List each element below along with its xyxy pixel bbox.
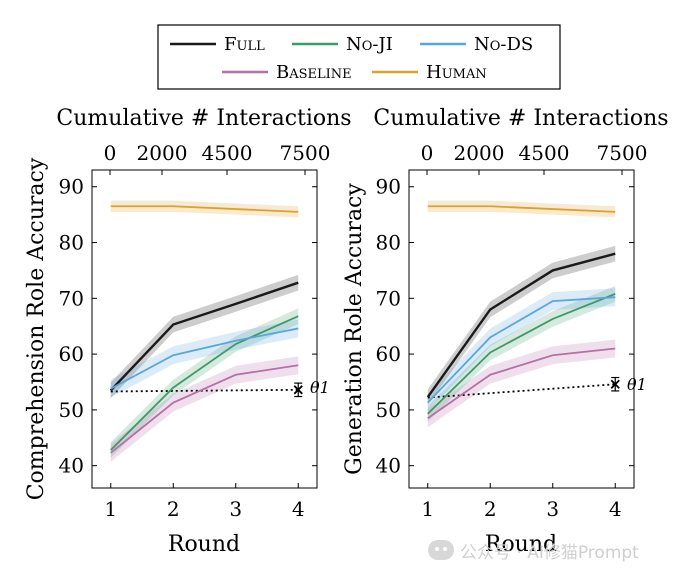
legend: Full No-JI No-DS Baseline Human — [157, 24, 561, 90]
threshold-label: θ1 — [627, 375, 647, 394]
x-ticks: 1 2 3 4 — [104, 483, 305, 521]
line-human — [427, 205, 616, 213]
y-tick-label: 50 — [376, 398, 401, 422]
band-full — [110, 274, 299, 399]
band-no-ji — [427, 286, 616, 422]
threshold-marker — [610, 379, 620, 389]
legend-frame — [157, 24, 561, 90]
line-baseline — [110, 364, 299, 454]
y-ticks: 40 50 60 70 80 90 — [59, 175, 317, 478]
y-tick-label: 70 — [376, 286, 401, 310]
y-ticks: 40 50 60 70 80 90 — [376, 175, 634, 478]
band-baseline — [110, 356, 299, 462]
top-tick-label: 4500 — [202, 141, 253, 165]
wechat-icon — [428, 540, 454, 560]
line-no-ds — [110, 327, 299, 390]
y-tick-label: 90 — [59, 175, 84, 199]
plot-frame — [408, 169, 635, 489]
legend-label-baseline: Baseline — [276, 62, 352, 83]
x-tick-label: 3 — [546, 497, 559, 521]
x-axis-label: Round — [168, 532, 240, 557]
legend-label-human: Human — [426, 62, 487, 83]
x-tick-label: 1 — [421, 497, 434, 521]
watermark-text: 公众号 · AI修猫Prompt — [460, 542, 639, 563]
lines — [109, 205, 299, 454]
y-tick-label: 60 — [59, 342, 84, 366]
top-tick-label: 2000 — [137, 141, 188, 165]
threshold-marker — [293, 385, 303, 395]
x-tick-label: 1 — [104, 497, 117, 521]
legend-label-full: Full — [224, 34, 265, 55]
x-tick-label: 2 — [167, 497, 180, 521]
y-tick-label: 90 — [376, 175, 401, 199]
top-ticks: 0 2000 4500 7500 — [104, 141, 331, 175]
line-no-ji — [427, 293, 616, 415]
threshold-line — [110, 388, 299, 393]
threshold: θ1 — [110, 378, 330, 398]
legend-label-no-ji: No-JI — [346, 34, 393, 55]
top-tick-label: 0 — [104, 141, 117, 165]
top-ticks: 0 2000 4500 7500 — [421, 141, 648, 175]
x-tick-label: 4 — [609, 497, 622, 521]
y-tick-label: 50 — [59, 398, 84, 422]
band-human — [110, 200, 299, 218]
lines — [426, 205, 616, 420]
top-tick-label: 2000 — [454, 141, 505, 165]
threshold-line — [427, 383, 616, 399]
line-full — [426, 252, 616, 398]
top-tick-label: 0 — [421, 141, 434, 165]
y-tick-label: 60 — [376, 342, 401, 366]
x-ticks: 1 2 3 4 — [421, 483, 622, 521]
line-full — [109, 281, 299, 392]
threshold-label: θ1 — [310, 378, 330, 397]
line-no-ji — [110, 315, 299, 451]
top-tick-label: 7500 — [280, 141, 331, 165]
top-tick-label: 7500 — [597, 141, 648, 165]
chart-title: Cumulative # Interactions — [56, 106, 351, 131]
y-tick-label: 70 — [59, 286, 84, 310]
line-no-ds — [427, 296, 616, 404]
band-no-ds — [110, 319, 299, 398]
chart-comprehension: Cumulative # Interactions 0 2000 4500 7500 … — [24, 106, 352, 557]
chart-title: Cumulative # Interactions — [373, 106, 668, 131]
bands — [427, 200, 616, 428]
y-tick-label: 40 — [376, 454, 401, 478]
y-tick-label: 80 — [59, 231, 84, 255]
band-no-ji — [110, 308, 299, 458]
chart-generation: Cumulative # Interactions 0 2000 4500 7500 … — [342, 106, 669, 557]
plot-frame — [91, 169, 318, 489]
x-axis-label: Round — [485, 532, 557, 557]
band-full — [427, 245, 616, 405]
legend-label-no-ds: No-DS — [474, 34, 533, 55]
y-axis-label: Generation Role Accuracy — [342, 183, 367, 475]
threshold: θ1 — [427, 375, 647, 399]
band-baseline — [427, 339, 616, 428]
watermark: 公众号 · AI修猫Prompt — [428, 535, 678, 565]
y-tick-label: 40 — [59, 454, 84, 478]
line-human — [110, 205, 299, 213]
x-tick-label: 3 — [229, 497, 242, 521]
y-axis-label: Comprehension Role Accuracy — [24, 157, 49, 500]
top-tick-label: 4500 — [519, 141, 570, 165]
band-human — [427, 200, 616, 218]
line-baseline — [427, 347, 616, 420]
x-tick-label: 4 — [292, 497, 305, 521]
bands — [110, 200, 299, 462]
y-tick-label: 80 — [376, 231, 401, 255]
x-tick-label: 2 — [484, 497, 497, 521]
